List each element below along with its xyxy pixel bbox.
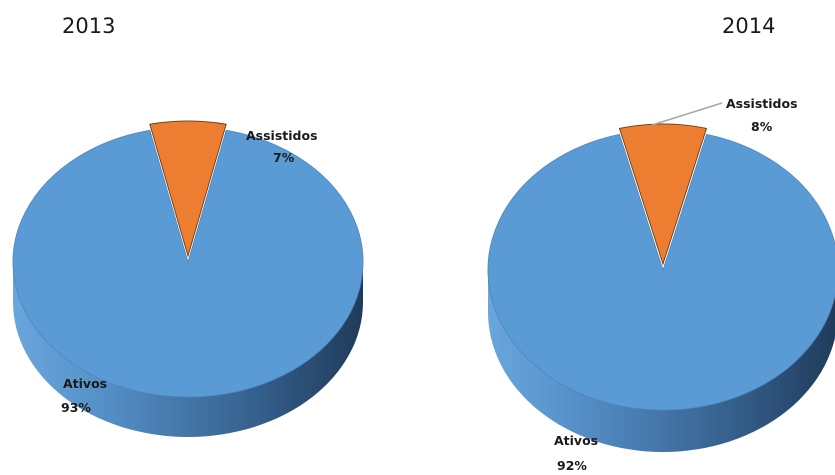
pie-slice-ativos-2014 <box>487 133 835 411</box>
chart-title-2013: 2013 <box>62 14 116 38</box>
pie-side-2014 <box>488 270 835 452</box>
label-assistidos-2013: Assistidos <box>246 128 318 143</box>
value-ativos-2013: 93% <box>61 400 91 415</box>
label-assistidos-2014: Assistidos <box>726 96 798 111</box>
label-ativos-2013: Ativos <box>63 376 107 391</box>
value-assistidos-2014: 8% <box>751 119 773 134</box>
value-assistidos-2013: 7% <box>273 150 295 165</box>
pie-slice-assistidos-2014 <box>618 123 708 266</box>
value-ativos-2014: 92% <box>557 458 587 473</box>
leader-line-assistidos-2014 <box>651 102 723 126</box>
label-ativos-2014: Ativos <box>554 433 598 448</box>
pie-slice-ativos-2013 <box>12 129 364 398</box>
pie-2014 <box>487 123 835 452</box>
pie-slice-assistidos-2013 <box>149 120 227 258</box>
pie-2013 <box>12 120 364 437</box>
chart-title-2014: 2014 <box>722 14 776 38</box>
pie-side-2013 <box>13 262 363 437</box>
